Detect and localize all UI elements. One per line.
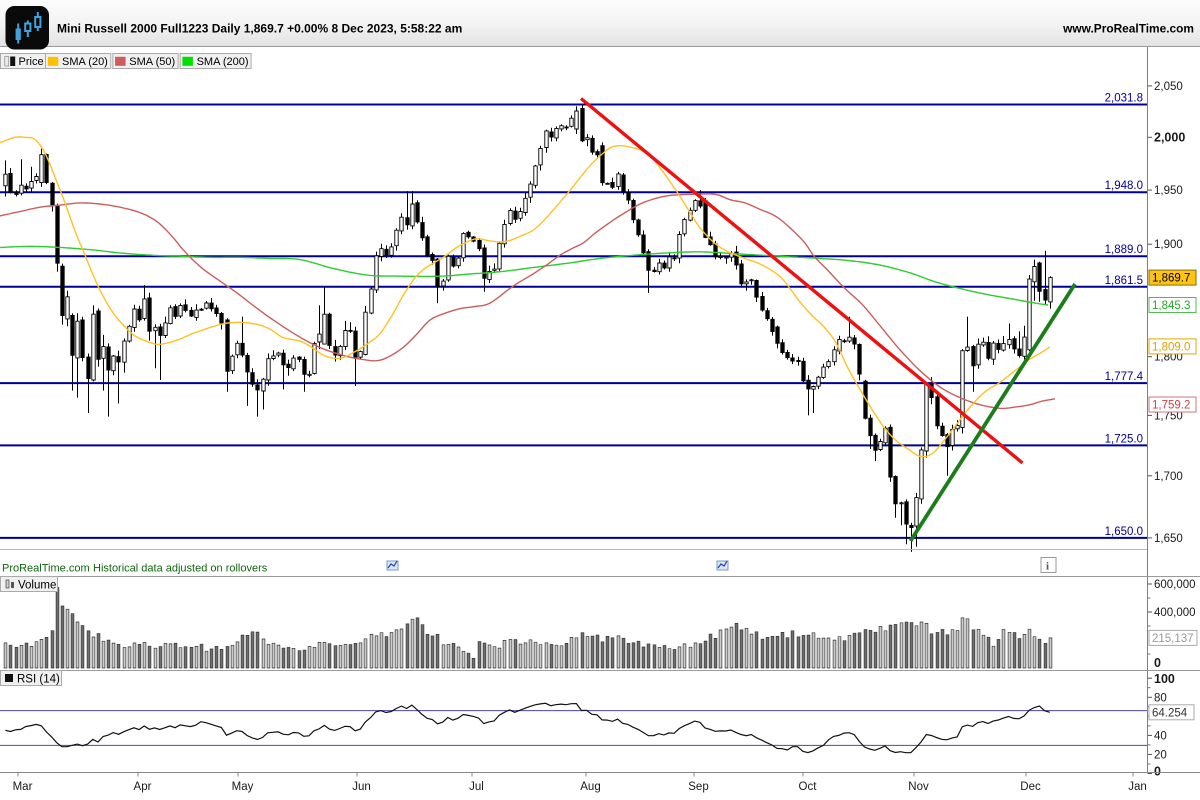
- svg-text:Dec: Dec: [1020, 781, 1041, 793]
- svg-text:0: 0: [1154, 765, 1161, 779]
- svg-text:RSI (14): RSI (14): [17, 674, 60, 686]
- svg-text:1,948.0: 1,948.0: [1105, 180, 1143, 192]
- svg-text:0: 0: [1154, 656, 1161, 670]
- svg-text:1,845.3: 1,845.3: [1152, 300, 1190, 312]
- svg-text:1,725.0: 1,725.0: [1105, 433, 1143, 445]
- svg-text:1,800: 1,800: [1154, 352, 1183, 364]
- svg-text:400,000: 400,000: [1154, 607, 1196, 619]
- svg-text:SMA (50): SMA (50): [129, 56, 175, 68]
- svg-text:Aug: Aug: [580, 781, 600, 793]
- svg-text:2,031.8: 2,031.8: [1105, 93, 1143, 105]
- svg-text:Oct: Oct: [799, 781, 818, 793]
- svg-text:Volume: Volume: [18, 580, 56, 592]
- svg-text:SMA (200): SMA (200): [197, 56, 249, 68]
- svg-text:Price: Price: [19, 56, 44, 68]
- svg-text:1,750: 1,750: [1154, 410, 1183, 422]
- svg-text:1,950: 1,950: [1154, 185, 1183, 197]
- svg-text:Mini Russell 2000 Full1223 Dai: Mini Russell 2000 Full1223 Daily 1,869.7…: [57, 22, 462, 36]
- svg-text:i: i: [1046, 561, 1049, 573]
- svg-text:215,137: 215,137: [1152, 633, 1194, 645]
- svg-text:1,900: 1,900: [1154, 239, 1183, 251]
- svg-text:Jul: Jul: [469, 781, 484, 793]
- svg-text:ProRealTime.com: ProRealTime.com: [2, 563, 90, 575]
- svg-text:1,650.0: 1,650.0: [1105, 526, 1143, 538]
- svg-text:1,759.2: 1,759.2: [1152, 400, 1190, 412]
- svg-text:Jun: Jun: [352, 781, 371, 793]
- svg-text:1,777.4: 1,777.4: [1105, 371, 1144, 383]
- svg-text:1,889.0: 1,889.0: [1105, 244, 1143, 256]
- svg-text:64.254: 64.254: [1152, 707, 1188, 719]
- svg-text:SMA (20): SMA (20): [62, 56, 108, 68]
- svg-text:2,000: 2,000: [1154, 130, 1185, 144]
- svg-text:40: 40: [1154, 730, 1167, 742]
- svg-text:Jan: Jan: [1128, 781, 1147, 793]
- svg-text:80: 80: [1154, 692, 1167, 704]
- svg-text:1,809.0: 1,809.0: [1152, 341, 1190, 353]
- svg-text:20: 20: [1154, 749, 1167, 761]
- svg-text:100: 100: [1154, 672, 1175, 686]
- svg-text:2,050: 2,050: [1154, 81, 1183, 93]
- svg-text:Mar: Mar: [13, 781, 33, 793]
- svg-text:Historical data adjusted on ro: Historical data adjusted on rollovers: [93, 563, 268, 575]
- svg-text:1,700: 1,700: [1154, 471, 1183, 483]
- svg-text:Nov: Nov: [908, 781, 929, 793]
- svg-text:May: May: [232, 781, 254, 793]
- svg-text:Apr: Apr: [134, 781, 152, 793]
- svg-text:1,869.7: 1,869.7: [1152, 273, 1190, 285]
- svg-text:Sep: Sep: [688, 781, 708, 793]
- svg-text:1,650: 1,650: [1154, 533, 1183, 545]
- svg-text:1,861.5: 1,861.5: [1105, 275, 1143, 287]
- svg-text:www.ProRealTime.com: www.ProRealTime.com: [1062, 22, 1194, 36]
- svg-text:600,000: 600,000: [1154, 579, 1196, 591]
